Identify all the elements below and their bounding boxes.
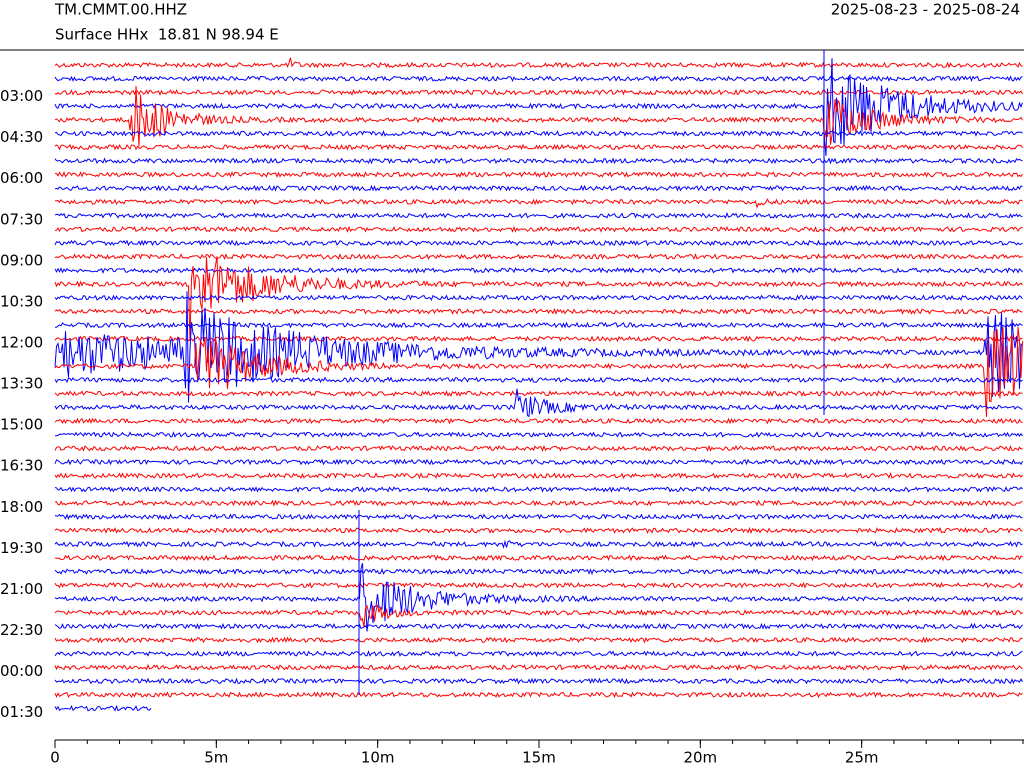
trace xyxy=(54,539,1023,549)
trace xyxy=(54,677,1023,685)
trace xyxy=(54,85,1023,147)
station-title: TM.CMMT.00.HHZ xyxy=(54,1,187,19)
trace xyxy=(54,266,1023,274)
trace xyxy=(54,198,1023,209)
y-tick-label: 12:00 xyxy=(0,333,43,351)
trace xyxy=(54,335,1023,343)
trace xyxy=(54,562,1023,632)
trace xyxy=(54,170,1023,179)
x-tick-label: 25m xyxy=(845,749,879,767)
trace xyxy=(54,663,1023,671)
trace xyxy=(54,376,1023,384)
trace xyxy=(54,294,1023,302)
traces xyxy=(54,50,1023,712)
trace xyxy=(54,650,1023,658)
trace xyxy=(54,256,1023,342)
trace xyxy=(54,499,1023,507)
y-tick-label: 10:30 xyxy=(0,292,43,310)
y-tick-label: 16:30 xyxy=(0,457,43,475)
trace xyxy=(54,326,1023,417)
trace xyxy=(54,253,1023,261)
y-tick-label: 09:00 xyxy=(0,251,43,269)
trace xyxy=(54,691,1023,699)
trace xyxy=(54,143,1023,151)
trace xyxy=(54,471,1023,480)
trace xyxy=(54,622,1023,630)
y-tick-label: 19:30 xyxy=(0,539,43,557)
trace xyxy=(54,388,1023,418)
trace xyxy=(54,704,152,712)
y-tick-label: 21:00 xyxy=(0,580,43,598)
y-tick-label: 04:30 xyxy=(0,128,43,146)
date-range: 2025-08-23 - 2025-08-24 xyxy=(831,1,1020,19)
trace xyxy=(54,581,1023,589)
y-tick-label: 18:00 xyxy=(0,498,43,516)
trace xyxy=(54,567,1023,576)
x-tick-label: 10m xyxy=(361,749,395,767)
trace xyxy=(54,486,1023,493)
y-tick-label: 06:00 xyxy=(0,169,43,187)
x-tick-label: 20m xyxy=(683,749,717,767)
trace xyxy=(54,225,1023,233)
trace xyxy=(54,554,1023,562)
trace xyxy=(54,321,1023,329)
y-tick-label: 13:30 xyxy=(0,375,43,393)
trace xyxy=(54,390,1023,398)
trace xyxy=(54,513,1023,521)
trace xyxy=(54,444,1023,452)
trace xyxy=(54,526,1023,535)
x-tick-label: 15m xyxy=(522,749,556,767)
trace xyxy=(54,130,1023,137)
trace xyxy=(54,458,1023,466)
y-tick-label: 07:30 xyxy=(0,210,43,228)
trace xyxy=(54,431,1023,438)
trace xyxy=(54,157,1023,165)
trace xyxy=(54,57,1023,69)
y-tick-label: 22:30 xyxy=(0,621,43,639)
trace xyxy=(54,307,1023,316)
trace xyxy=(54,636,1023,644)
x-tick-label: 0 xyxy=(50,749,60,767)
trace xyxy=(54,58,1023,156)
trace xyxy=(54,75,1023,83)
y-tick-label: 15:00 xyxy=(0,416,43,434)
y-tick-label: 03:00 xyxy=(0,87,43,105)
station-subtitle: Surface HHx 18.81 N 98.94 E xyxy=(55,26,279,44)
y-tick-label: 01:30 xyxy=(0,703,43,721)
x-tick-label: 5m xyxy=(204,749,228,767)
trace xyxy=(54,88,1023,96)
y-tick-label: 00:00 xyxy=(0,662,43,680)
trace xyxy=(54,212,1023,219)
trace xyxy=(54,417,1023,425)
trace xyxy=(54,604,1023,628)
trace xyxy=(54,291,1023,403)
trace xyxy=(54,239,1023,247)
trace xyxy=(54,184,1023,192)
